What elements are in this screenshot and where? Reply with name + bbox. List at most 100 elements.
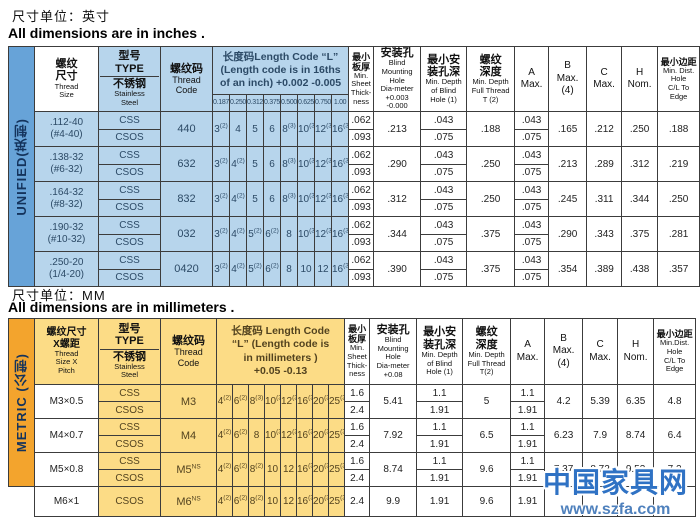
unified-side-label: UNIFIED(英制) <box>14 117 29 216</box>
c-max-cell: 5.39 <box>582 384 619 419</box>
blind-depth-cell: .043 <box>420 181 468 200</box>
length-sub: 0.187 <box>212 93 230 113</box>
length-cell: 16(3) <box>296 384 313 419</box>
blind-depth-cell: .075 <box>420 128 468 148</box>
type-cell: CSOS <box>98 401 161 419</box>
b-max-cell: .354 <box>548 251 588 288</box>
table-row: CSOS .093 .075 .075 <box>9 233 700 253</box>
length-cell: 4(2) <box>216 452 233 487</box>
length-cell: 8(3) <box>280 146 298 183</box>
thread-code-cell: M6NS <box>160 486 217 517</box>
c-max-cell: .311 <box>586 181 623 218</box>
length-cell: 16(3) <box>330 251 350 288</box>
length-cell: 6 <box>263 111 281 148</box>
length-cell: 25(3) <box>327 486 346 517</box>
length-cell: 12(3) <box>314 111 332 148</box>
header-length-code-group: 长度码Length Code “L” (Length code is in 16… <box>211 46 350 95</box>
length-cell: 8(2) <box>248 452 265 487</box>
length-sub: 0.500 <box>280 93 298 113</box>
full-thread-cell: 9.6 <box>462 452 512 487</box>
header-c-max: C Max. <box>586 45 623 113</box>
type-cell: CSOS <box>98 268 161 288</box>
sheet-cell: 1.6 <box>344 418 371 436</box>
sheet-cell: .062 <box>348 251 375 270</box>
full-thread-cell: .250 <box>466 146 516 183</box>
thread-size-cell: .190-32 (#10-32) <box>34 216 99 253</box>
h-nom-cell: .250 <box>621 111 659 148</box>
length-cell: 10(3) <box>264 418 281 453</box>
length-cell: 4 <box>229 111 247 148</box>
blind-depth-cell: .043 <box>420 216 468 235</box>
header-blind-depth: 最小安 装孔深 Min. Depth of Blind Hole (1) <box>420 45 468 113</box>
table-row: M3×0.5 CSS M3 4(2) 6(2) 8(3) 10(3) 12(3)… <box>9 384 697 419</box>
header-min-sheet: 最小板厚 Min. Sheet Thick- ness <box>344 318 371 385</box>
sheet-cell: .093 <box>348 233 375 253</box>
length-cell: 10(3) <box>264 384 281 419</box>
c-max-cell: .343 <box>586 216 623 253</box>
length-cell: 5 <box>246 146 264 183</box>
a-max-cell: 1.91 <box>510 486 546 517</box>
b-max-cell: 4.2 <box>544 384 584 419</box>
length-cell: 6 <box>263 181 281 218</box>
thread-code-cell: 832 <box>160 181 213 218</box>
sheet-cell: .062 <box>348 216 375 235</box>
length-cell: 8 <box>280 216 298 253</box>
length-cell: 16(3) <box>296 486 313 517</box>
length-cell: 3(2) <box>212 146 230 183</box>
length-cell: 16(3) <box>330 146 350 183</box>
b-max-cell <box>544 486 584 517</box>
thread-code-cell: M4 <box>160 418 217 453</box>
length-cell: 16(3) <box>330 111 350 148</box>
table-row: CSOS 2.4 1.91 1.91 <box>9 401 696 419</box>
length-cell: 12 <box>280 452 297 487</box>
length-cell: 10 <box>264 452 281 487</box>
h-nom-cell: .438 <box>621 251 659 288</box>
blind-depth-cell: 1.91 <box>416 435 464 453</box>
thread-code-cell: 632 <box>160 146 213 183</box>
length-cell: 16(3) <box>330 181 350 218</box>
type-cell: CSS <box>98 216 161 235</box>
unified-unit-label: 尺寸单位：英寸 <box>12 9 111 24</box>
length-cell: 10(3) <box>297 111 315 148</box>
full-thread-cell: .188 <box>466 111 516 148</box>
metric-table: METRIC (公制) 螺纹尺寸 X螺距 Thread Size X Pitch … <box>8 318 697 517</box>
c-max-cell: 7.9 <box>582 418 619 453</box>
full-thread-cell: .250 <box>466 181 516 218</box>
header-type: 型号 TYPE 不锈钢 Stainless Steel <box>98 318 161 385</box>
full-thread-cell: 5 <box>462 384 512 419</box>
header-min-dist: 最小边距 Min. Dist. Hole C/L To Edge <box>657 45 700 113</box>
type-cell: CSS <box>98 452 161 470</box>
length-cell: 20(3) <box>312 418 329 453</box>
length-cell: 4(2) <box>229 251 247 288</box>
length-cell: 8 <box>280 251 298 288</box>
length-cell: 8 <box>248 418 265 453</box>
h-nom-cell: .375 <box>621 216 659 253</box>
length-cell: 6(2) <box>263 251 281 288</box>
min-dist-cell: .219 <box>657 146 700 183</box>
header-c-max: C Max. <box>582 318 619 385</box>
length-cell: 4(2) <box>216 418 233 453</box>
length-cell: 8(2) <box>248 486 265 517</box>
header-mounting-hole: 安装孔 Blind Mounting Hole Dia-meter +0.003 … <box>373 45 422 113</box>
length-cell: 12(3) <box>314 216 332 253</box>
watermark-url: www.szfa.com <box>560 501 671 518</box>
thread-size-cell: .164-32 (#8-32) <box>34 181 99 218</box>
c-max-cell <box>582 486 619 517</box>
length-cell: 12(3) <box>314 146 332 183</box>
b-max-cell: .245 <box>548 181 588 218</box>
length-cell: 6(2) <box>232 452 249 487</box>
length-cell: 3(2) <box>212 216 230 253</box>
sheet-cell: 2.4 <box>344 401 371 419</box>
length-cell: 10 <box>264 486 281 517</box>
hole-dia-cell: .312 <box>373 181 422 218</box>
header-a-max: A Max. <box>514 45 550 113</box>
length-cell: 4(2) <box>229 216 247 253</box>
blind-depth-cell: 1.1 <box>416 452 464 470</box>
sheet-cell: 2.4 <box>344 486 371 517</box>
blind-depth-cell: .075 <box>420 198 468 218</box>
thread-code-cell: 032 <box>160 216 213 253</box>
length-cell: 3(2) <box>212 111 230 148</box>
thread-size-cell: .138-32 (#6-32) <box>34 146 99 183</box>
hole-dia-cell: .213 <box>373 111 422 148</box>
table-row: CSOS .093 .075 .075 <box>9 163 700 183</box>
